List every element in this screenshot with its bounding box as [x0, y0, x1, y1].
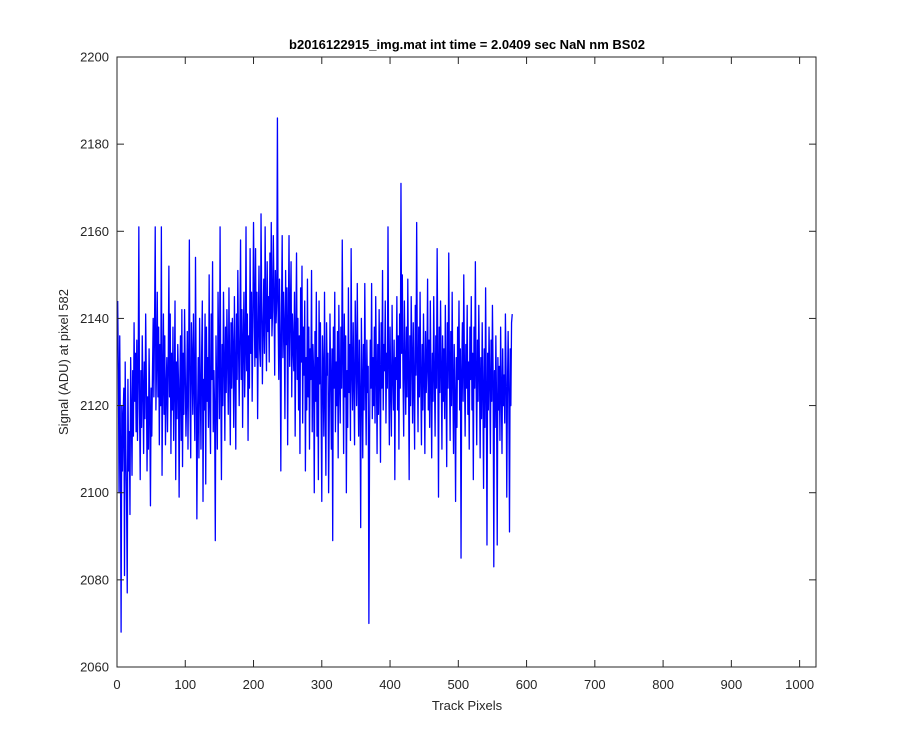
x-tick-label: 600 — [516, 677, 538, 692]
y-tick-label: 2180 — [80, 137, 109, 152]
y-tick-label: 2160 — [80, 224, 109, 239]
x-tick-label: 0 — [113, 677, 120, 692]
x-tick-label: 500 — [447, 677, 469, 692]
y-tick-label: 2100 — [80, 485, 109, 500]
x-tick-label: 900 — [721, 677, 743, 692]
series-line-1 — [117, 117, 513, 633]
x-axis-label: Track Pixels — [432, 698, 503, 713]
y-tick-label: 2080 — [80, 572, 109, 587]
x-axis: 0 100 200 300 400 500 600 700 800 900 1000 — [113, 57, 814, 692]
axes-box — [116, 56, 817, 668]
y-tick-label: 2120 — [80, 398, 109, 413]
x-tick-label: 800 — [652, 677, 674, 692]
x-tick-label: 400 — [379, 677, 401, 692]
x-tick-label: 700 — [584, 677, 606, 692]
x-tick-label: 200 — [243, 677, 265, 692]
x-tick-label: 300 — [311, 677, 333, 692]
x-tick-label: 1000 — [785, 677, 814, 692]
y-tick-label: 2140 — [80, 311, 109, 326]
y-tick-label: 2200 — [80, 50, 109, 65]
chart-title: b2016122915_img.mat int time = 2.0409 se… — [289, 37, 645, 52]
plot-area — [116, 56, 817, 668]
x-tick-label: 100 — [174, 677, 196, 692]
y-tick-label: 2060 — [80, 660, 109, 675]
y-axis: 2060 2080 2100 2120 2140 2160 2180 2200 — [80, 50, 816, 675]
y-axis-label: Signal (ADU) at pixel 582 — [56, 289, 71, 435]
